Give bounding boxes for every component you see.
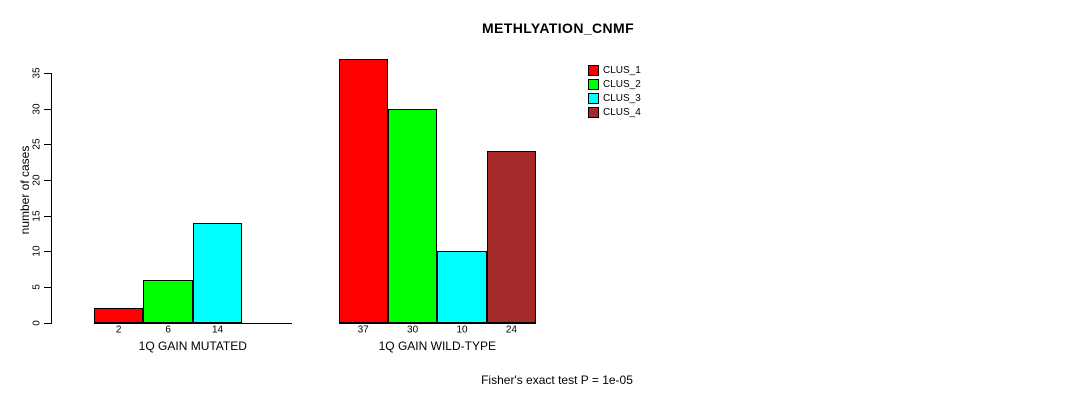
y-axis-tick-label: 5 <box>31 284 43 290</box>
y-axis-label: number of cases <box>18 145 32 235</box>
bar-value-label: 2 <box>115 324 122 336</box>
bar-value-label: 30 <box>407 324 419 336</box>
legend-item: CLUS_1 <box>588 63 641 77</box>
legend-swatch-CLUS_4 <box>588 106 599 118</box>
y-axis-tick <box>44 73 51 74</box>
bar-CLUS_2 <box>387 108 438 324</box>
y-axis-tick <box>44 286 51 288</box>
bar-value-label: 10 <box>456 324 468 336</box>
y-axis-tick-label: 10 <box>31 245 43 257</box>
bar-value-label: 14 <box>211 324 224 336</box>
legend-swatch-CLUS_3 <box>588 92 599 104</box>
y-axis-tick <box>44 179 51 181</box>
y-axis-tick-label: 30 <box>31 103 43 115</box>
bar-CLUS_1 <box>338 58 388 324</box>
y-axis-tick <box>44 144 51 146</box>
bar-value-label: 6 <box>165 324 171 336</box>
stat-test-caption: Fisher's exact test P = 1e-05 <box>481 373 633 387</box>
legend-item: CLUS_3 <box>588 91 641 105</box>
bar-CLUS_3 <box>192 222 243 324</box>
y-axis-tick-label: 20 <box>31 174 43 186</box>
y-axis-tick <box>44 108 51 110</box>
y-axis-tick-label: 35 <box>31 67 43 79</box>
bar-CLUS_2 <box>143 279 193 324</box>
bar-CLUS_3 <box>437 251 487 324</box>
legend-label: CLUS_4 <box>603 106 641 118</box>
chart-title: METHLYATION_CNMF <box>481 20 635 36</box>
y-axis-tick-label: 25 <box>31 138 43 150</box>
bar-CLUS_4 <box>486 151 537 324</box>
legend-swatch-CLUS_1 <box>588 64 599 76</box>
bar-CLUS_1 <box>94 308 144 324</box>
group-label: 1Q GAIN WILD-TYPE <box>378 339 496 353</box>
bar-value-label: 24 <box>505 324 517 336</box>
bar-value-label: 37 <box>357 324 369 336</box>
y-axis-tick-label: 0 <box>31 319 43 326</box>
y-axis-tick <box>44 215 51 217</box>
y-axis-tick-label: 15 <box>31 210 43 222</box>
y-axis-tick <box>44 322 51 324</box>
y-axis-tick <box>44 251 51 253</box>
legend: CLUS_1 CLUS_2 CLUS_3 CLUS_4 <box>588 63 641 119</box>
legend-item: CLUS_2 <box>588 77 641 91</box>
y-axis-line <box>51 73 52 324</box>
legend-swatch-CLUS_2 <box>588 78 599 90</box>
legend-label: CLUS_1 <box>603 64 641 76</box>
legend-label: CLUS_3 <box>603 92 641 104</box>
legend-label: CLUS_2 <box>603 78 641 90</box>
legend-item: CLUS_4 <box>588 105 641 119</box>
group-label: 1Q GAIN MUTATED <box>138 339 247 353</box>
